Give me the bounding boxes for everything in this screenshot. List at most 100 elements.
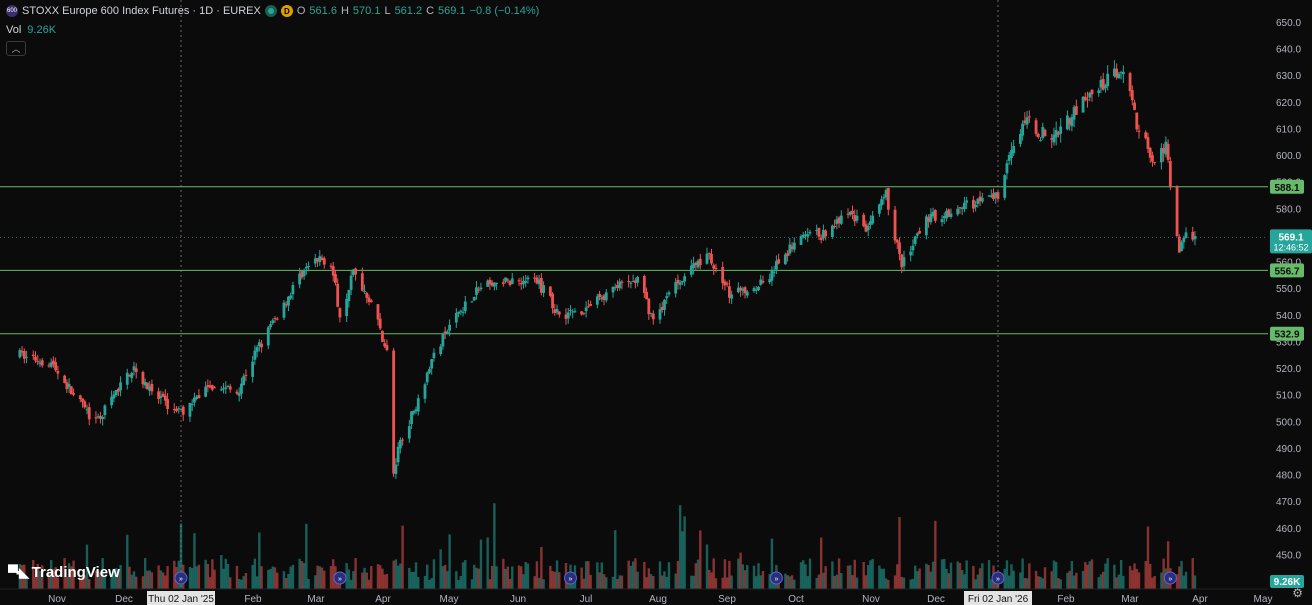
event-marker-icon[interactable] xyxy=(174,571,188,585)
volume-bar xyxy=(464,560,467,589)
candle-body xyxy=(193,397,196,403)
volume-bar xyxy=(793,579,796,589)
volume-bar xyxy=(307,578,310,589)
volume-bar xyxy=(114,568,118,589)
volume-bar xyxy=(206,564,210,589)
volume-bar xyxy=(490,565,494,589)
volume-bar xyxy=(710,572,713,589)
candle-body xyxy=(1097,90,1101,93)
candle-body xyxy=(647,298,651,315)
event-marker-icon[interactable] xyxy=(991,571,1005,585)
candle-body xyxy=(1023,120,1027,124)
event-marker-glyph: » xyxy=(569,576,573,583)
volume-bar xyxy=(878,565,881,589)
candle-body xyxy=(768,279,772,283)
candle-body xyxy=(407,426,411,439)
candle-body xyxy=(347,289,351,302)
volume-bar xyxy=(835,574,839,589)
candle-body xyxy=(629,282,633,284)
volume-bar xyxy=(522,574,525,589)
candle-body xyxy=(584,307,588,312)
volume-bar xyxy=(459,575,462,589)
price-tick-label: 550.0 xyxy=(1276,284,1301,295)
candle-body xyxy=(694,262,698,266)
event-marker-icon[interactable] xyxy=(769,571,783,585)
candle-body xyxy=(1101,79,1105,90)
volume-bar xyxy=(1050,571,1053,589)
candle-body xyxy=(631,281,635,283)
candle-body xyxy=(636,276,640,283)
candle-body xyxy=(132,366,136,371)
candle-body xyxy=(1182,237,1186,243)
candle-body xyxy=(792,242,796,250)
candle-body xyxy=(78,395,82,400)
candle-body xyxy=(1039,140,1042,142)
candle-body xyxy=(963,202,966,210)
volume-legend[interactable]: Vol 9.26K xyxy=(6,24,56,36)
event-marker-icon[interactable] xyxy=(1163,571,1177,585)
chevron-up-icon: ︿ xyxy=(11,44,21,54)
volume-bar xyxy=(958,562,962,589)
symbol-legend[interactable]: 600 STOXX Europe 600 Index Futures · 1D … xyxy=(6,5,539,17)
volume-bar xyxy=(743,570,747,589)
candle-body xyxy=(222,388,225,390)
candle-body xyxy=(801,234,805,238)
event-marker-icon[interactable] xyxy=(563,571,577,585)
volume-bar xyxy=(947,573,950,589)
price-tick-label: 480.0 xyxy=(1276,471,1301,482)
volume-bar xyxy=(1023,577,1027,589)
price-tick-label: 520.0 xyxy=(1276,364,1301,375)
volume-bar xyxy=(1072,575,1076,589)
candle-body xyxy=(291,285,295,295)
volume-bar xyxy=(455,571,458,589)
candle-body xyxy=(501,282,505,285)
volume-bar xyxy=(931,561,935,589)
collapse-legend-button[interactable]: ︿ xyxy=(6,41,26,56)
candle-body xyxy=(1177,236,1181,253)
time-tick-label: Aug xyxy=(649,594,667,605)
event-marker-icon[interactable] xyxy=(333,571,347,585)
candle-body xyxy=(495,282,499,284)
volume-bar xyxy=(477,568,480,589)
volume-bar xyxy=(1054,561,1058,589)
volume-bar xyxy=(329,566,333,589)
volume-bar xyxy=(439,549,442,589)
candle-body xyxy=(1160,148,1163,163)
volume-bar xyxy=(204,559,207,589)
candle-body xyxy=(911,245,915,251)
volume-bar xyxy=(602,574,606,589)
volume-bar xyxy=(911,578,915,589)
symbol-title[interactable]: STOXX Europe 600 Index Futures · 1D · EU… xyxy=(22,5,261,17)
volume-bar xyxy=(1021,558,1024,589)
candle-body xyxy=(445,331,449,334)
volume-bar xyxy=(1068,570,1071,589)
volume-bar xyxy=(417,577,420,589)
volume-bar xyxy=(1034,570,1038,589)
candle-body xyxy=(448,324,452,331)
candle-body xyxy=(251,361,255,377)
volume-bar xyxy=(1135,568,1138,589)
candle-body xyxy=(723,281,727,286)
candle-body xyxy=(320,257,324,261)
price-tick-label: 640.0 xyxy=(1276,45,1301,56)
candle-body xyxy=(680,281,684,283)
candle-body xyxy=(367,297,371,302)
candle-body xyxy=(555,309,559,313)
time-tick-label: Nov xyxy=(862,594,880,605)
volume-bar xyxy=(222,568,225,589)
market-status-icon[interactable] xyxy=(264,5,277,17)
volume-bar xyxy=(1117,574,1121,589)
candle-body xyxy=(401,439,404,441)
volume-bar xyxy=(381,568,384,589)
tradingview-logo[interactable]: ▀▪◣ TradingView xyxy=(8,564,120,581)
volume-bar xyxy=(752,565,756,589)
gear-icon[interactable]: ⚙ xyxy=(1292,586,1303,600)
interval-badge[interactable]: D xyxy=(280,5,293,17)
candle-body xyxy=(600,297,604,300)
volume-bar xyxy=(166,566,169,589)
time-tick-label: Feb xyxy=(244,594,262,605)
candle-body xyxy=(461,312,465,314)
candle-body xyxy=(316,258,319,262)
candle-body xyxy=(1106,73,1110,87)
